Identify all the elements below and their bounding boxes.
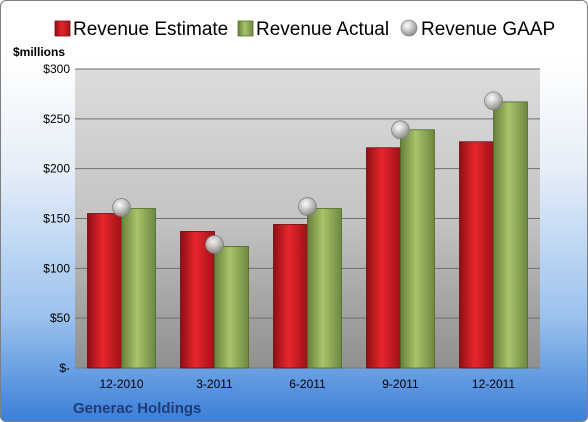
point-revenue-gaap <box>298 197 317 216</box>
y-tick-label: $100 <box>43 261 70 275</box>
bar-revenue-estimate <box>180 231 215 369</box>
bar-revenue-estimate <box>87 213 122 369</box>
x-tick-label: 12-2010 <box>99 377 143 391</box>
bar-revenue-estimate <box>273 224 308 369</box>
x-tick-label: 3-2011 <box>196 377 233 391</box>
bar-revenue-actual <box>121 208 156 369</box>
x-tick-label: 9-2011 <box>382 377 419 391</box>
x-tick-label: 6-2011 <box>289 377 326 391</box>
bar-revenue-estimate <box>459 141 494 369</box>
point-revenue-gaap <box>205 235 224 254</box>
company-name: Generac Holdings <box>73 400 201 417</box>
bar-revenue-actual <box>493 101 528 369</box>
bar-revenue-actual <box>307 208 342 369</box>
bar-revenue-estimate <box>366 147 401 369</box>
legend: Revenue Estimate Revenue Actual Revenue … <box>54 19 555 40</box>
y-tick-label: $200 <box>43 162 70 176</box>
y-tick-label: $300 <box>43 62 70 76</box>
bar-revenue-actual <box>214 246 249 369</box>
legend-label-gaap: Revenue GAAP <box>421 19 555 40</box>
point-revenue-gaap <box>391 120 410 140</box>
legend-marker-gaap <box>400 19 418 37</box>
point-revenue-gaap <box>484 91 503 111</box>
legend-swatch-actual <box>237 20 254 37</box>
y-axis-units: $millions <box>13 45 65 59</box>
legend-label-estimate: Revenue Estimate <box>73 19 228 40</box>
y-tick-label: $- <box>59 361 70 375</box>
x-axis: 12-2010 3-2011 6-2011 9-2011 12-2011 <box>99 377 515 391</box>
bar-revenue-actual <box>400 129 435 369</box>
legend-swatch-estimate <box>54 20 71 37</box>
point-revenue-gaap <box>112 198 131 217</box>
bars <box>87 101 528 369</box>
x-tick-label: 12-2011 <box>472 377 515 391</box>
gaap-markers <box>112 91 503 254</box>
y-tick-label: $250 <box>43 112 70 126</box>
legend-label-actual: Revenue Actual <box>256 19 389 40</box>
y-tick-label: $50 <box>50 311 70 325</box>
y-axis: $- $50 $100 $150 $200 $250 $300 <box>43 62 70 375</box>
y-tick-label: $150 <box>43 212 70 226</box>
